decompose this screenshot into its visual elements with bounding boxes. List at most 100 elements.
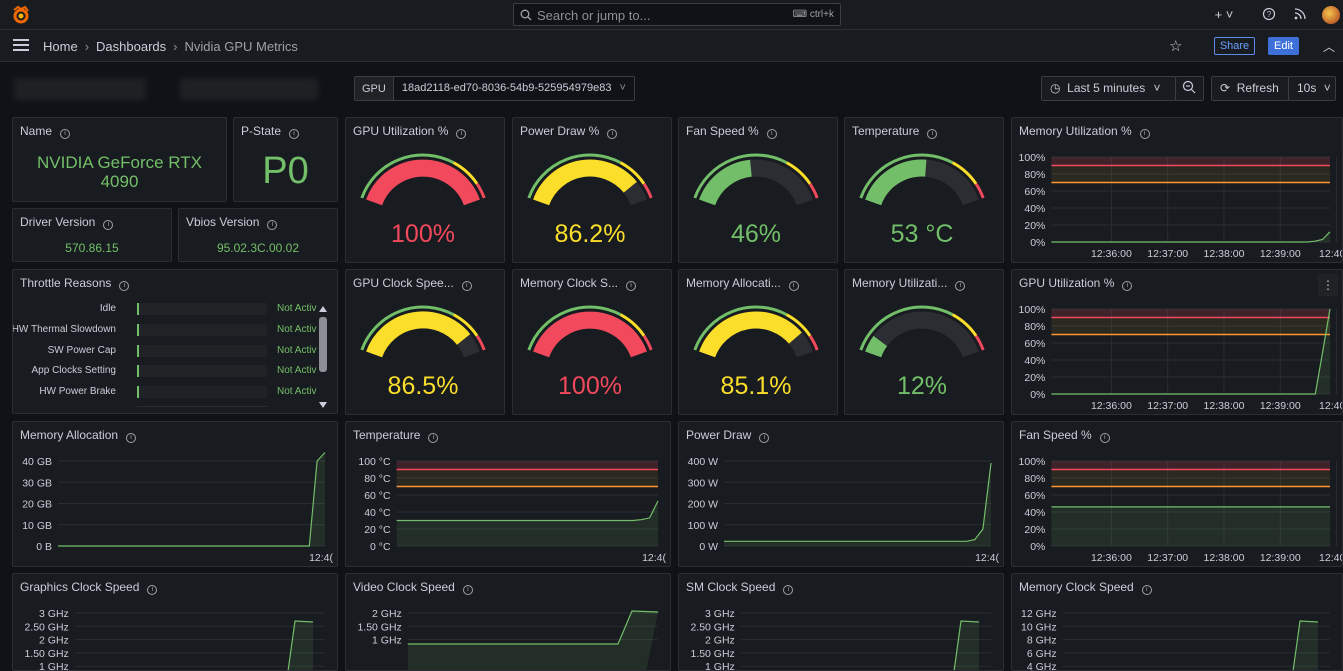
panel-name[interactable]: Name i NVIDIA GeForce RTX 4090 — [12, 117, 227, 202]
info-icon[interactable]: i — [1122, 281, 1133, 291]
panel-throttle-reasons[interactable]: Throttle Reasons i Idle Not Activ HW Therm… — [12, 269, 338, 414]
refresh-button[interactable]: ⟳ Refresh — [1211, 76, 1289, 101]
panel-title: GPU Utilization % i — [353, 124, 467, 139]
star-icon[interactable]: ☆ — [1169, 38, 1183, 55]
timeseries-chart: 400 W 300 W 200 W 100 W 0 W 12:4( — [688, 456, 1000, 564]
timeseries-panel[interactable]: Fan Speed % i 100% 80% 60% 40% 20% 0% 12:36:00 12… — [1011, 421, 1343, 567]
refresh-interval-value: 10s — [1297, 81, 1317, 95]
y-tick-label: 80% — [1024, 473, 1045, 485]
info-icon[interactable]: i — [1099, 433, 1110, 443]
panel-title-text: Video Clock Speed — [353, 580, 455, 594]
info-icon[interactable]: i — [462, 585, 473, 595]
panel-vbios-version[interactable]: Vbios Version i 95.02.3C.00.02 — [178, 208, 338, 262]
edit-button[interactable]: Edit — [1268, 37, 1299, 55]
search-input[interactable]: Search or jump to... ⌨ ctrl+k — [513, 3, 841, 26]
user-avatar[interactable] — [1322, 6, 1340, 24]
panel-menu-icon[interactable]: ⋮ — [1318, 274, 1338, 296]
info-icon[interactable]: i — [1139, 129, 1150, 139]
series-area — [58, 452, 325, 546]
x-tick-label: 12:39:00 — [1260, 552, 1301, 564]
breadcrumb-dashboards[interactable]: Dashboards — [96, 39, 167, 54]
panel-title-text: Memory Utilizati... — [852, 276, 948, 290]
scrollbar[interactable] — [318, 305, 328, 409]
driver-version-value: 570.86.15 — [65, 241, 119, 255]
gauge-threshold-arc — [452, 161, 479, 185]
gauge-panel[interactable]: Fan Speed % i 46% — [678, 117, 838, 263]
y-tick-label: 100% — [1019, 152, 1046, 164]
info-icon[interactable]: i — [428, 433, 439, 443]
x-tick-label: 12:36:00 — [1091, 552, 1132, 564]
menu-icon[interactable] — [13, 39, 29, 51]
y-tick-label: 100 °C — [358, 456, 391, 468]
info-icon[interactable]: i — [766, 129, 777, 139]
info-icon[interactable]: i — [147, 585, 158, 595]
info-icon[interactable]: i — [289, 129, 300, 139]
y-tick-label: 100% — [1019, 456, 1046, 468]
info-icon[interactable]: i — [927, 129, 938, 139]
gauge-chart: 86.2% — [527, 153, 653, 248]
gauge-panel[interactable]: Memory Allocati... i 85.1% — [678, 269, 838, 415]
help-icon[interactable]: ? — [1261, 7, 1277, 23]
breadcrumb-home[interactable]: Home — [43, 39, 78, 54]
y-tick-label: 40 GB — [22, 456, 52, 468]
gauge-value-text: 85.1% — [721, 372, 792, 400]
info-icon[interactable]: i — [1141, 585, 1152, 595]
info-icon[interactable]: i — [788, 281, 799, 291]
info-icon[interactable]: i — [126, 433, 137, 443]
panel-driver-version[interactable]: Driver Version i 570.86.15 — [12, 208, 172, 262]
gauge-panel[interactable]: Power Draw % i 86.2% — [512, 117, 672, 263]
chevron-up-icon[interactable]: ︿ — [1323, 40, 1336, 54]
add-new-icon[interactable]: + ˅ — [1214, 7, 1234, 22]
timeseries-panel[interactable]: SM Clock Speed i 3 GHz 2.50 GHz 2 GHz 1.50 GH… — [678, 573, 1004, 671]
gpu-name-value: NVIDIA GeForce RTX 4090 — [36, 153, 202, 191]
gauge-panel[interactable]: Memory Utilizati... i 12% — [844, 269, 1004, 415]
info-icon[interactable]: i — [119, 281, 130, 291]
zoom-out-button[interactable] — [1175, 76, 1204, 101]
y-tick-label: 0 W — [699, 541, 718, 553]
grafana-logo-icon[interactable] — [11, 5, 31, 25]
info-icon[interactable]: i — [783, 585, 794, 595]
gauge-threshold-arc — [808, 182, 819, 199]
panel-title: Temperature i — [353, 428, 439, 443]
gauge-value-arc — [533, 311, 647, 358]
info-icon[interactable]: i — [461, 281, 472, 291]
gpu-variable-select[interactable]: GPU 18ad2118-ed70-8036-54b9-525954979e83… — [354, 76, 635, 101]
timeseries-panel[interactable]: Memory Allocation i 40 GB 30 GB 20 GB 10 GB 0 … — [12, 421, 338, 567]
share-button[interactable]: Share — [1214, 37, 1255, 55]
x-tick-label: 12:40:0 — [1319, 400, 1343, 412]
info-icon[interactable]: i — [607, 129, 618, 139]
gauge-threshold-arc — [785, 161, 812, 185]
info-icon[interactable]: i — [626, 281, 637, 291]
timeseries-panel[interactable]: Power Draw i 400 W 300 W 200 W 100 W 0 W 12:4( — [678, 421, 1004, 567]
panel-pstate[interactable]: P-State i P0 — [233, 117, 338, 202]
throttle-label: HW Thermal Slowdown — [12, 324, 116, 335]
gauge-panel[interactable]: Memory Clock S... i 100% — [512, 269, 672, 415]
info-icon[interactable]: i — [103, 220, 114, 230]
timeseries-panel[interactable]: Memory Utilization % i 100% 80% 60% 40% 20% 0% 1… — [1011, 117, 1343, 263]
gauge-panel[interactable]: GPU Utilization % i 100% — [345, 117, 505, 263]
info-icon[interactable]: i — [955, 281, 966, 291]
threshold-band — [1051, 309, 1330, 318]
gauge-value-text: 86.5% — [388, 372, 459, 400]
timeseries-panel[interactable]: Video Clock Speed i 2 GHz 1.50 GHz 1 GHz — [345, 573, 671, 671]
info-icon[interactable]: i — [456, 129, 467, 139]
timeseries-panel[interactable]: Memory Clock Speed i 12 GHz 10 GHz 8 GHz 6 GH… — [1011, 573, 1343, 671]
info-icon[interactable]: i — [267, 220, 278, 230]
series-area — [954, 621, 979, 670]
timeseries-panel[interactable]: Temperature i 100 °C 80 °C 60 °C 40 °C 20 °C 0 … — [345, 421, 671, 567]
info-icon[interactable]: i — [60, 129, 71, 139]
timeseries-panel[interactable]: Graphics Clock Speed i 3 GHz 2.50 GHz 2 GHz 1… — [12, 573, 338, 671]
y-tick-label: 1.50 GHz — [357, 621, 401, 633]
timeseries-panel[interactable]: GPU Utilization % i ⋮ 100% 80% 60% 40% 20% 0% 12:… — [1011, 269, 1343, 415]
info-icon[interactable]: i — [759, 433, 770, 443]
time-range-picker[interactable]: ◷ Last 5 minutes ˅ — [1041, 76, 1176, 101]
gauge-panel[interactable]: Temperature i 53 °C — [844, 117, 1004, 263]
panel-title: P-State i — [241, 124, 300, 139]
y-tick-label: 1 GHz — [39, 661, 69, 671]
gauge-threshold-arc — [475, 182, 486, 199]
gauge-panel[interactable]: GPU Clock Spee... i 86.5% — [345, 269, 505, 415]
refresh-interval-select[interactable]: 10s ˅ — [1288, 76, 1336, 101]
news-rss-icon[interactable] — [1292, 7, 1308, 23]
